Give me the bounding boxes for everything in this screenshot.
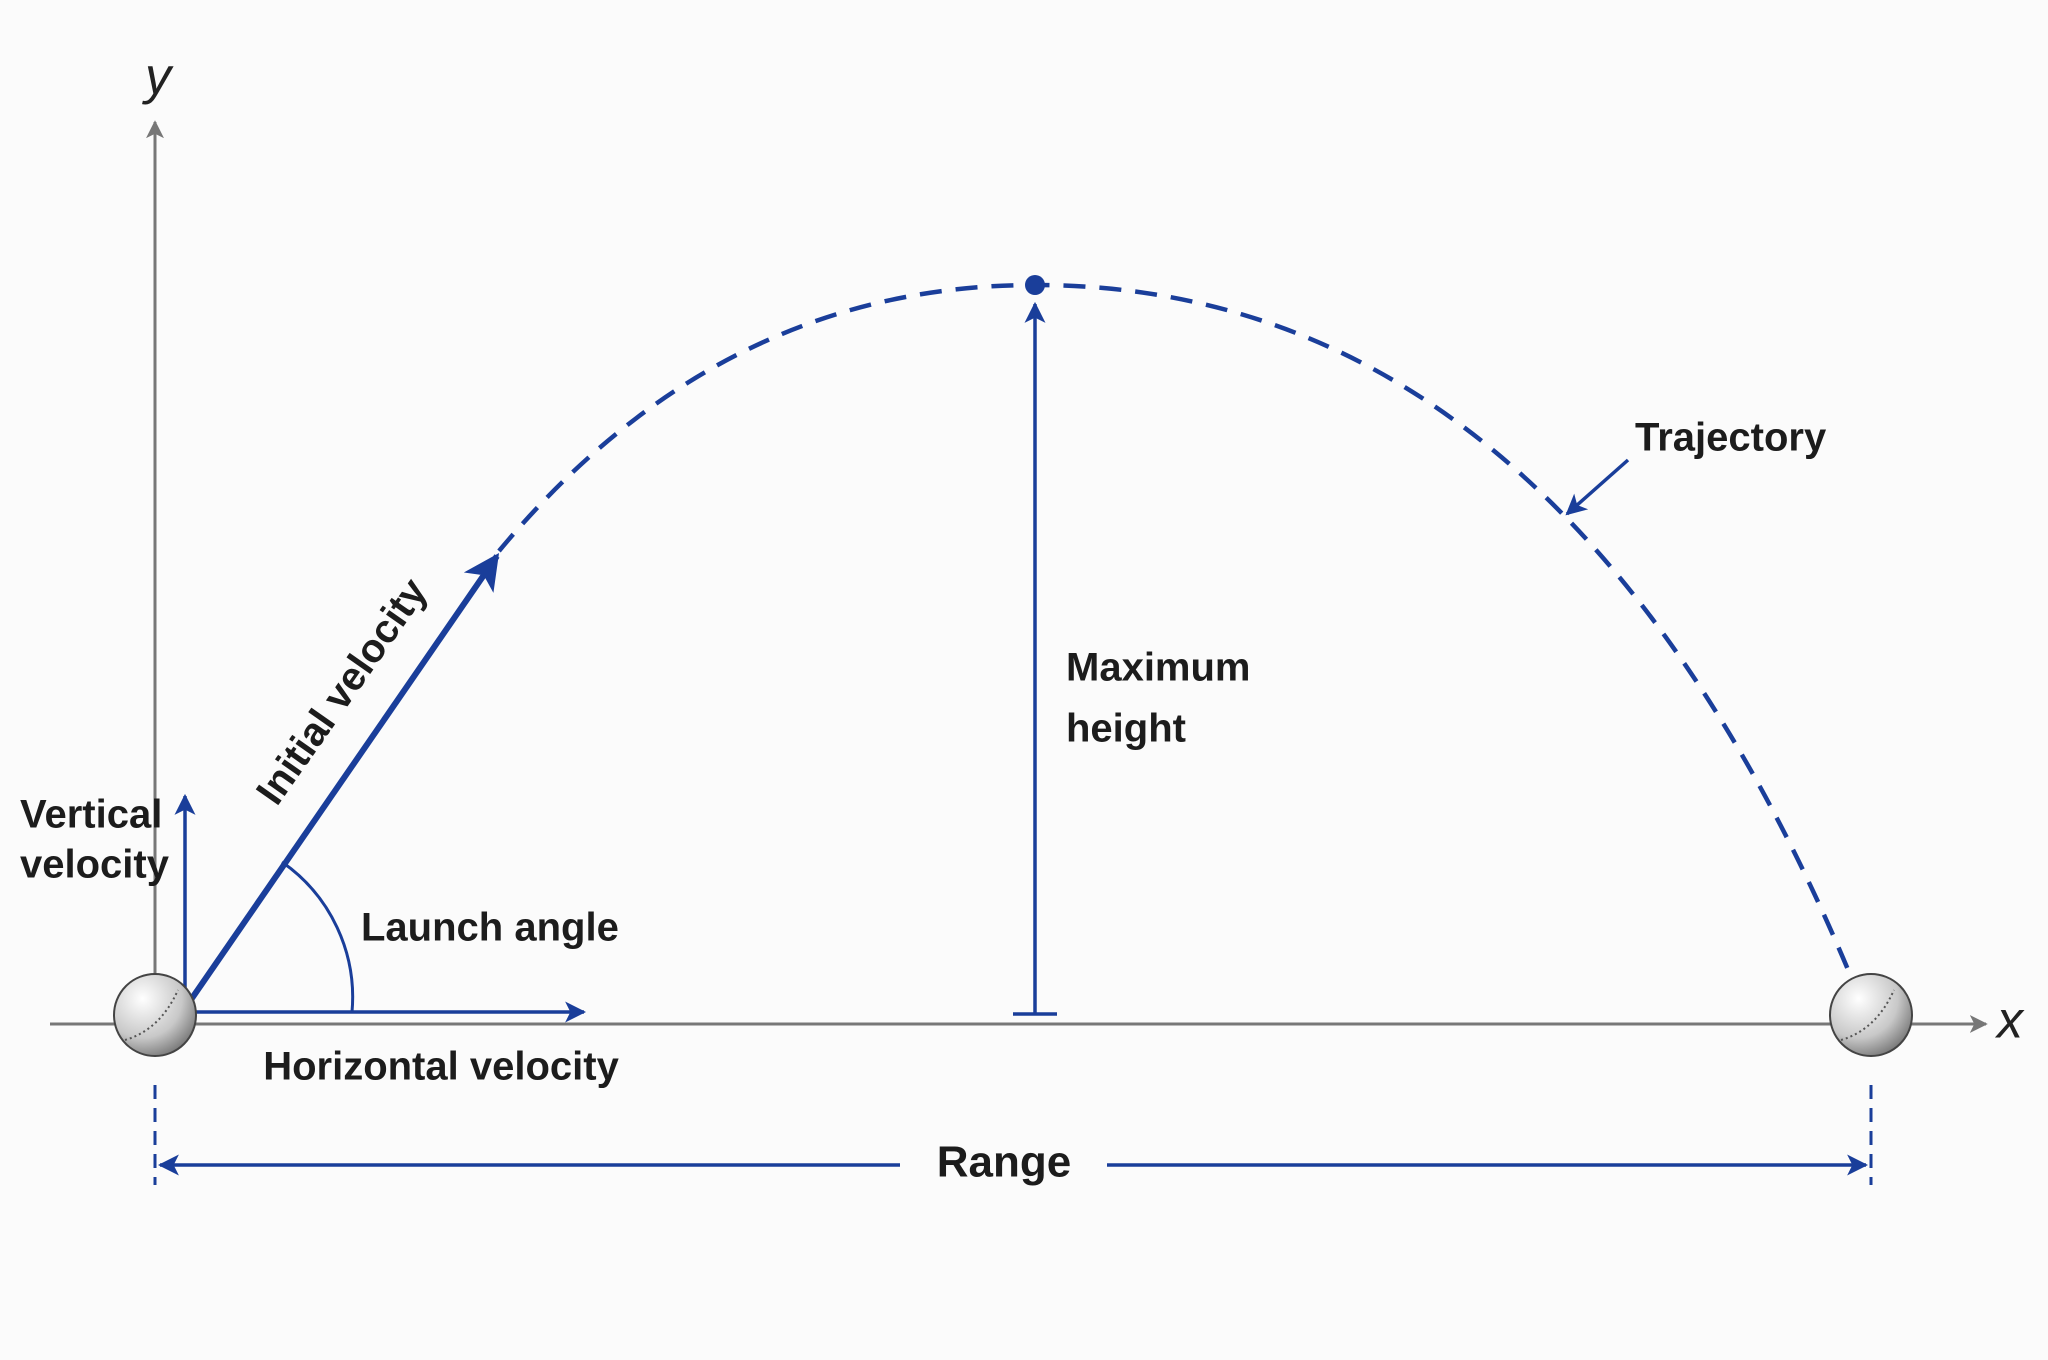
peak-point (1025, 275, 1045, 295)
trajectory-pointer (1565, 458, 1630, 516)
max-height-label: Maximum (1066, 646, 1251, 690)
x-axis-label: x (1994, 992, 2025, 1050)
max-height-label: height (1066, 707, 1186, 751)
horizontal-velocity-label: Horizontal velocity (263, 1045, 619, 1089)
vertical-velocity-label: Vertical (20, 793, 162, 837)
trajectory-path (497, 282, 1852, 973)
ball (1829, 973, 1913, 1057)
launch-angle-label: Launch angle (361, 906, 619, 950)
vertical-velocity-label: velocity (20, 843, 170, 887)
initial-velocity-arrow (185, 553, 500, 1006)
ball (113, 973, 197, 1057)
range-label: Range (937, 1138, 1071, 1187)
y-axis-label: y (142, 48, 174, 106)
launch-angle-arc (281, 860, 355, 1013)
trajectory-label: Trajectory (1635, 416, 1827, 460)
